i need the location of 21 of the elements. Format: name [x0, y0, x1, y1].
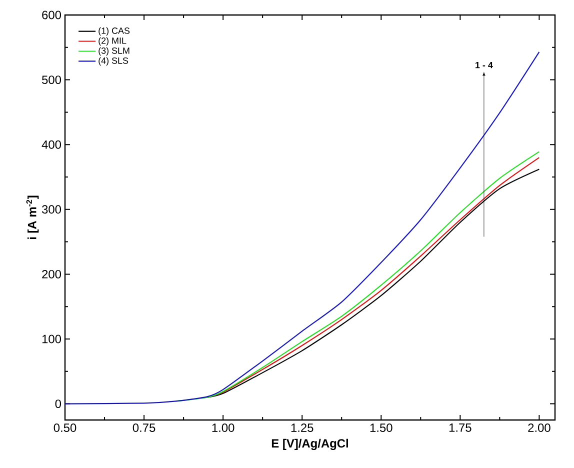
x-tick-label: 1.50	[370, 424, 392, 432]
x-tick-label: 0.50	[54, 424, 76, 432]
annotation: 1 - 4	[476, 62, 493, 68]
y-tick-label: 500	[42, 76, 62, 84]
y-tick-label: 0	[55, 400, 62, 408]
x-axis-title: E [V]/Ag/AgCl	[272, 438, 348, 450]
y-tick-label: 400	[42, 140, 62, 149]
x-tick-label: 1.00	[212, 424, 234, 432]
x-tick-label: 0.75	[132, 424, 156, 432]
y-tick-label: 300	[42, 205, 62, 214]
legend-label: (3) SLM	[98, 47, 130, 56]
x-tick-label: 2.00	[528, 424, 550, 432]
y-tick-label: 200	[42, 270, 62, 278]
legend-label: (1) CAS	[98, 27, 130, 36]
y-tick-label: 600	[42, 10, 62, 20]
x-tick-label: 1.75	[449, 424, 472, 432]
y-tick-label: 100	[42, 334, 62, 344]
text: i [A m$^{-2}$]	[26, 196, 39, 240]
x-tick-label: 1.25	[291, 424, 314, 432]
legend-label: (4) SLS	[98, 57, 128, 66]
legend-label: (2) MIL	[98, 37, 126, 46]
